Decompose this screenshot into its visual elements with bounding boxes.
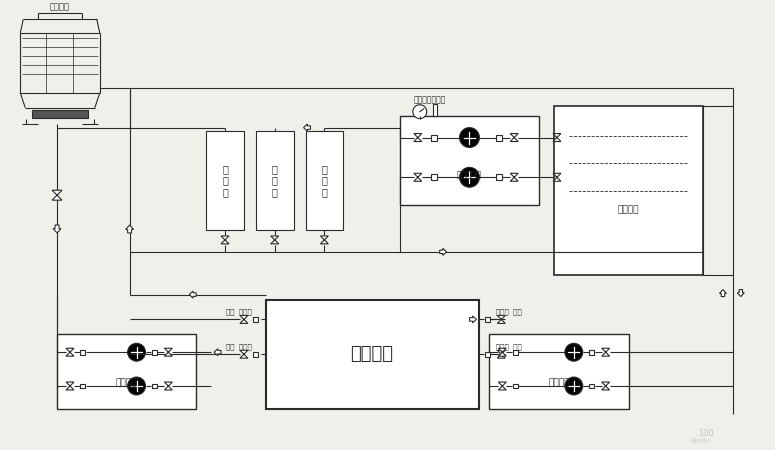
Text: 冷冻水筒: 冷冻水筒 <box>618 206 639 215</box>
Polygon shape <box>510 173 518 181</box>
Bar <box>152 383 157 388</box>
Circle shape <box>128 377 146 395</box>
Polygon shape <box>164 382 172 390</box>
Polygon shape <box>470 316 477 323</box>
Bar <box>589 383 594 388</box>
Bar <box>253 352 258 357</box>
Bar <box>57 334 196 409</box>
Polygon shape <box>601 348 610 356</box>
Polygon shape <box>304 124 311 131</box>
Polygon shape <box>737 290 744 297</box>
Polygon shape <box>189 291 196 298</box>
Circle shape <box>128 343 146 361</box>
Polygon shape <box>240 350 248 358</box>
Bar <box>489 334 629 409</box>
Bar <box>206 130 244 230</box>
Text: 压力表、温度计: 压力表、温度计 <box>414 95 446 104</box>
Bar <box>496 174 502 180</box>
Polygon shape <box>414 173 422 181</box>
Bar <box>432 104 436 116</box>
Polygon shape <box>498 315 505 324</box>
Polygon shape <box>439 248 446 255</box>
Bar <box>485 317 490 322</box>
Polygon shape <box>320 236 329 244</box>
Bar <box>81 350 85 355</box>
Text: 100: 100 <box>698 429 714 438</box>
Bar <box>81 383 85 388</box>
Text: Baidu: Baidu <box>690 438 710 444</box>
Polygon shape <box>270 236 279 244</box>
Bar <box>513 350 518 355</box>
Polygon shape <box>66 382 74 390</box>
Circle shape <box>565 343 583 361</box>
Bar <box>431 174 436 180</box>
Bar <box>253 317 258 322</box>
Polygon shape <box>214 349 221 356</box>
Bar <box>513 383 518 388</box>
Text: 生
产
线: 生 产 线 <box>272 164 277 197</box>
Polygon shape <box>510 134 518 141</box>
Bar <box>400 116 539 205</box>
Polygon shape <box>240 315 248 324</box>
Text: 軟接頭  蝶閥: 軟接頭 蝶閥 <box>496 308 522 315</box>
Bar <box>589 350 594 355</box>
Bar <box>33 110 88 117</box>
Text: 軟接頭  蝶閥: 軟接頭 蝶閥 <box>496 343 522 350</box>
Polygon shape <box>126 225 133 233</box>
Polygon shape <box>719 290 726 297</box>
Circle shape <box>565 377 583 395</box>
Text: 閥閥  軟接頭: 閥閥 軟接頭 <box>226 343 252 350</box>
Bar <box>256 130 294 230</box>
Bar <box>554 106 703 274</box>
Polygon shape <box>553 134 561 141</box>
Text: 压力输送泵: 压力输送泵 <box>457 171 482 180</box>
Polygon shape <box>53 225 61 233</box>
Polygon shape <box>221 236 229 244</box>
Text: 生
产
线: 生 产 线 <box>322 164 327 197</box>
Bar <box>266 300 480 409</box>
Polygon shape <box>498 382 506 390</box>
Text: 生
产
线: 生 产 线 <box>222 164 228 197</box>
Circle shape <box>460 128 480 148</box>
Text: 冷却水塔: 冷却水塔 <box>50 3 70 12</box>
Text: 冷却水泵: 冷却水泵 <box>116 378 137 387</box>
Polygon shape <box>414 134 422 141</box>
Bar <box>152 350 157 355</box>
Polygon shape <box>601 382 610 390</box>
Bar <box>305 130 343 230</box>
Bar <box>496 135 502 140</box>
Polygon shape <box>498 348 506 356</box>
Polygon shape <box>553 173 561 181</box>
Circle shape <box>413 105 427 119</box>
Polygon shape <box>164 348 172 356</box>
Polygon shape <box>52 190 62 200</box>
Bar <box>485 352 490 357</box>
Polygon shape <box>498 350 505 358</box>
Circle shape <box>460 167 480 187</box>
Text: 冷冻水泵: 冷冻水泵 <box>548 378 570 387</box>
Polygon shape <box>66 348 74 356</box>
Text: 冷冻机组: 冷冻机组 <box>350 345 394 363</box>
Bar <box>431 135 436 140</box>
Text: 閥閥  軟接頭: 閥閥 軟接頭 <box>226 308 252 315</box>
